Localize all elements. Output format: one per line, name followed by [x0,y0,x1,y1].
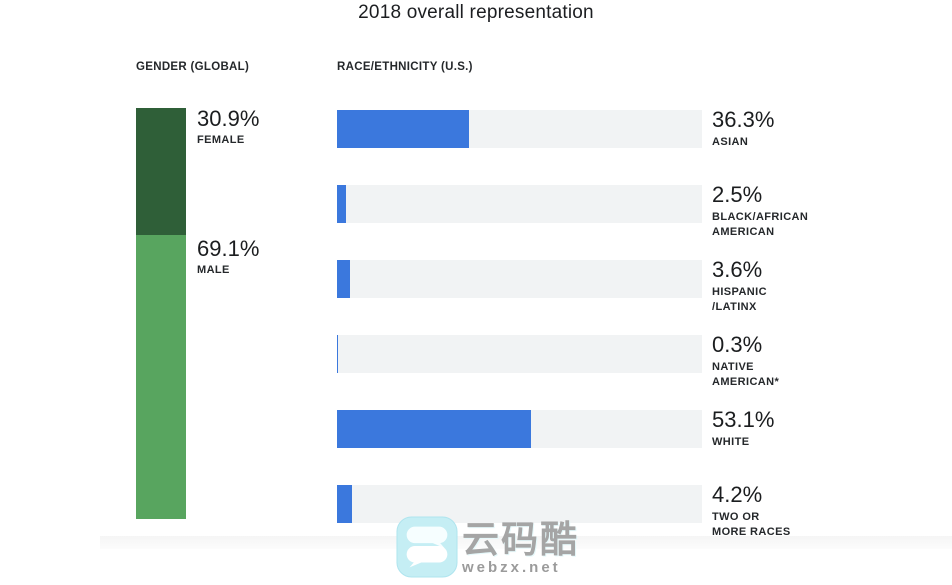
race-bar-fill [337,485,353,523]
race-bar-track [337,335,702,373]
race-percent: 36.3% [712,107,775,132]
race-percent: 0.3% [712,332,763,357]
gender-section-header: GENDER (GLOBAL) [136,61,250,73]
race-label: 53.1% WHITE [712,407,892,450]
race-bar-track [337,485,702,523]
gender-category-male: MALE [197,264,230,276]
race-bar-track [337,185,702,223]
race-bar-fill [337,185,347,223]
gender-segment-female [136,108,186,235]
gender-label-female: 30.9% FEMALE [197,106,259,146]
watermark: 云码酷 webzx.net [396,516,579,578]
gender-segment-male [136,234,186,519]
gender-label-male: 69.1% MALE [197,236,259,276]
bottom-divider [100,536,952,549]
gender-percent-female: 30.9% [197,106,260,131]
gender-category-female: FEMALE [197,134,245,146]
gender-stacked-bar [136,108,186,519]
watermark-logo-icon [396,516,458,578]
race-label: 4.2% TWO OR MORE RACES [712,482,892,540]
race-percent: 53.1% [712,407,775,432]
race-percent: 4.2% [712,482,763,507]
race-category: TWO OR MORE RACES [712,511,791,538]
race-bar-fill [337,110,470,148]
watermark-site: webzx.net [462,559,561,576]
race-bar-fill [337,335,339,373]
race-bar-fill [337,260,351,298]
race-section-header: RACE/ETHNICITY (U.S.) [337,61,473,73]
race-bar-track [337,110,702,148]
race-percent: 3.6% [712,257,763,282]
race-category: ASIAN [712,136,749,148]
race-percent: 2.5% [712,182,763,207]
race-category: BLACK/AFRICAN AMERICAN [712,211,809,238]
page-title: 2018 overall representation [358,2,594,23]
race-category: HISPANIC /LATINX [712,286,767,313]
watermark-text: 云码酷 webzx.net [462,519,579,576]
race-label: 2.5% BLACK/AFRICAN AMERICAN [712,182,892,240]
race-label: 0.3% NATIVE AMERICAN* [712,332,892,390]
race-bar-fill [337,410,531,448]
race-label: 36.3% ASIAN [712,107,892,150]
race-bar-track [337,260,702,298]
race-category: WHITE [712,436,750,448]
race-label: 3.6% HISPANIC /LATINX [712,257,892,315]
race-category: NATIVE AMERICAN* [712,361,780,388]
race-bar-track [337,410,702,448]
watermark-brand: 云码酷 [462,519,579,560]
gender-percent-male: 69.1% [197,236,260,261]
